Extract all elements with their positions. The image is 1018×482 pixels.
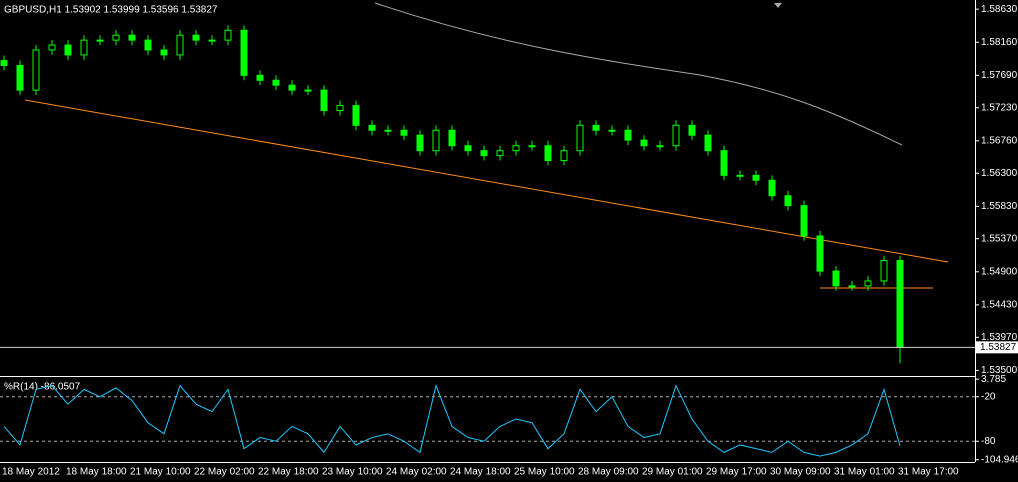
candle-body xyxy=(128,34,136,41)
candle-body xyxy=(528,145,536,148)
candle-body xyxy=(608,129,616,132)
candle-body xyxy=(0,60,8,66)
candle-body xyxy=(544,145,552,162)
y-tick-label: 1.54900 xyxy=(981,266,1018,277)
y-tick-label: 1.53970 xyxy=(981,332,1018,343)
x-tick-label: 22 May 18:00 xyxy=(258,467,319,478)
candle-body xyxy=(48,44,56,51)
candle-body xyxy=(432,129,440,152)
candle-body xyxy=(512,145,520,152)
current-price-box xyxy=(976,341,1018,354)
current-price-label: 1.53827 xyxy=(980,342,1017,353)
candle-body xyxy=(496,150,504,157)
candle-body xyxy=(80,39,88,56)
x-tick-label: 22 May 02:00 xyxy=(194,467,255,478)
candle-body xyxy=(736,174,744,177)
moving-average xyxy=(374,2,903,146)
indicator-title: %R(14) -86.0507 xyxy=(4,382,81,393)
candle-body xyxy=(592,124,600,131)
candle-body xyxy=(288,84,296,91)
candle-body xyxy=(880,260,888,282)
candle-body xyxy=(464,145,472,152)
x-tick-label: 25 May 10:00 xyxy=(514,467,575,478)
x-tick-label: 28 May 09:00 xyxy=(578,467,639,478)
candle-body xyxy=(400,129,408,136)
x-tick-label: 29 May 01:00 xyxy=(642,467,703,478)
y-tick-label: 1.56300 xyxy=(981,168,1018,179)
candle-body xyxy=(384,129,392,132)
candle-body xyxy=(320,89,328,112)
chart-title: GBPUSD,H1 1.53902 1.53999 1.53596 1.5382… xyxy=(4,5,218,16)
y-tick-label: 1.58160 xyxy=(981,37,1018,48)
candle-body xyxy=(272,79,280,86)
y-tick-label: 1.56760 xyxy=(981,135,1018,146)
candle-body xyxy=(368,124,376,131)
candle-body xyxy=(448,129,456,147)
x-tick-label: 18 May 2012 xyxy=(2,467,60,478)
candle-body xyxy=(688,124,696,136)
indicator-line xyxy=(3,384,901,457)
candle-body xyxy=(768,179,776,197)
candle-body xyxy=(480,150,488,157)
y-tick-label: 1.55370 xyxy=(981,233,1018,244)
trend-line xyxy=(24,99,949,263)
candle-body xyxy=(240,29,248,76)
candle-body xyxy=(416,134,424,152)
candle-body xyxy=(208,39,216,42)
y-tick-label: 1.53500 xyxy=(981,365,1018,376)
candle-body xyxy=(640,139,648,147)
candle-body xyxy=(816,235,824,272)
candle-body xyxy=(672,124,680,147)
y-tick-label: 1.58630 xyxy=(981,4,1018,15)
candle-body xyxy=(800,205,808,237)
candle-body xyxy=(96,39,104,42)
candle-body xyxy=(560,150,568,162)
candle-body xyxy=(624,129,632,141)
y-tick-label: -20 xyxy=(981,391,996,402)
x-tick-label: 31 May 01:00 xyxy=(834,467,895,478)
candle-body xyxy=(64,44,72,56)
y-tick-label: -80 xyxy=(981,436,996,447)
y-tick-label: 1.55830 xyxy=(981,201,1018,212)
candle-body xyxy=(304,89,312,92)
candle-body xyxy=(192,34,200,41)
candle-body xyxy=(176,34,184,56)
candle-body xyxy=(656,145,664,148)
candle-body xyxy=(576,124,584,152)
x-tick-label: 30 May 09:00 xyxy=(770,467,831,478)
candle-body xyxy=(160,49,168,56)
candle-body xyxy=(224,29,232,41)
x-tick-label: 24 May 02:00 xyxy=(386,467,447,478)
y-tick-label: 1.54430 xyxy=(981,300,1018,311)
candle-body xyxy=(352,105,360,126)
candle-body xyxy=(336,105,344,112)
candle-body xyxy=(704,134,712,152)
x-tick-label: 29 May 17:00 xyxy=(706,467,767,478)
x-tick-label: 23 May 10:00 xyxy=(322,467,383,478)
candle-body xyxy=(752,174,760,181)
candle-body xyxy=(784,195,792,207)
candle-body xyxy=(720,150,728,176)
candle-body xyxy=(32,49,40,91)
candle-body xyxy=(896,260,904,348)
candle-body xyxy=(864,280,872,287)
candle-body xyxy=(848,285,856,288)
x-tick-label: 18 May 18:00 xyxy=(66,467,127,478)
y-tick-label: 1.57230 xyxy=(981,102,1018,113)
candle-body xyxy=(832,270,840,287)
x-tick-label: 31 May 17:00 xyxy=(898,467,959,478)
y-tick-label: 1.57690 xyxy=(981,70,1018,81)
shift-marker xyxy=(774,3,782,8)
y-tick-label: 3.785 xyxy=(981,374,1006,385)
x-tick-label: 24 May 18:00 xyxy=(450,467,511,478)
candle-body xyxy=(256,74,264,81)
x-tick-label: 21 May 10:00 xyxy=(130,467,191,478)
candle-body xyxy=(112,34,120,41)
y-tick-label: -104.946 xyxy=(981,454,1018,465)
candle-body xyxy=(144,39,152,51)
candle-body xyxy=(16,64,24,91)
